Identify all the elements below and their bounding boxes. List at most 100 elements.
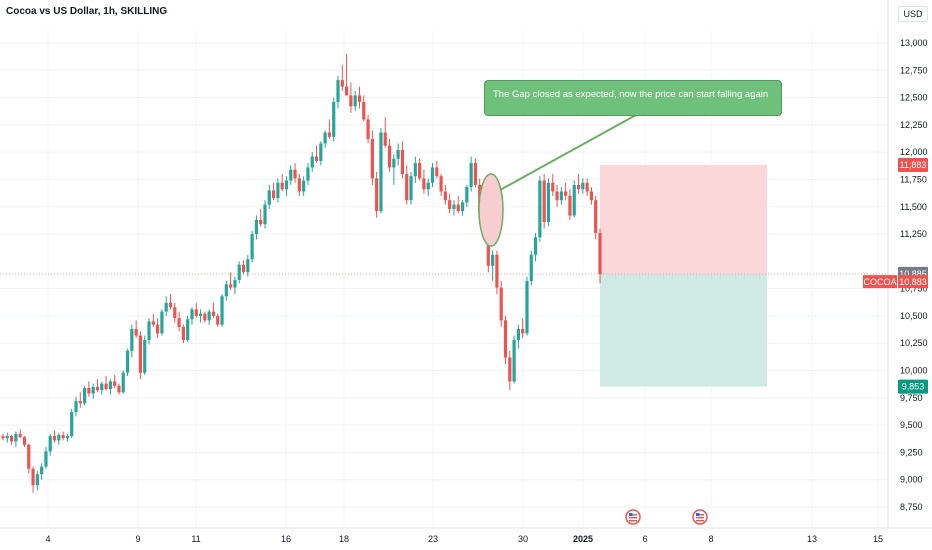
candle-body <box>280 182 284 190</box>
candle-body <box>289 169 293 181</box>
target-price-tag-bg <box>898 379 928 394</box>
candle-body <box>400 149 405 175</box>
candle-body <box>117 385 121 393</box>
candle-body <box>40 466 44 475</box>
candle-body <box>297 178 301 192</box>
candle-body <box>542 180 546 223</box>
candle-body <box>271 190 276 199</box>
candle-body <box>336 80 340 102</box>
candle-body <box>499 287 503 321</box>
candle-body <box>138 335 143 373</box>
candle-body <box>121 372 125 393</box>
candle-body <box>375 178 379 212</box>
x-tick-label: 15 <box>873 534 883 544</box>
candle-body <box>9 436 14 442</box>
flag-canton <box>629 513 633 516</box>
us-flag-icon <box>625 509 641 525</box>
candle-body <box>564 191 568 196</box>
candle-body <box>516 329 520 340</box>
y-tick-label: 12,250 <box>900 120 928 130</box>
candle-body <box>418 163 422 179</box>
symbol-tag: COCOA <box>863 277 896 287</box>
gap-ellipse-marker[interactable] <box>478 173 504 247</box>
y-tick-label: 9,000 <box>900 475 923 485</box>
y-tick-label: 10,250 <box>900 338 928 348</box>
candle-body <box>104 383 108 390</box>
x-tick-label: 13 <box>807 534 817 544</box>
y-tick-label: 9,250 <box>900 447 923 457</box>
candle-body <box>340 80 344 87</box>
candle-body <box>443 191 447 201</box>
candle-body <box>314 156 319 161</box>
annotation-callout[interactable]: The Gap closed as expected, now the pric… <box>484 80 782 116</box>
flag-stripe <box>629 514 637 516</box>
y-tick-label: 9,750 <box>900 393 923 403</box>
event-flags <box>625 509 708 525</box>
candle-body <box>568 195 572 216</box>
candle-body <box>198 313 203 316</box>
candle-body <box>125 350 130 373</box>
candle-body <box>370 139 374 179</box>
candle-body <box>594 200 598 233</box>
candle-body <box>113 381 117 386</box>
currency-button[interactable]: USD <box>898 6 928 22</box>
flag-canton <box>696 513 700 516</box>
candle-body <box>267 190 271 205</box>
candle-body <box>91 386 95 394</box>
candle-body <box>581 182 585 190</box>
flag-stripe <box>696 517 704 519</box>
candle-body <box>353 95 357 107</box>
x-axis: 4 9 11 16 18 23 30 2025 6 8 13 15 <box>45 534 883 544</box>
candle-body <box>216 315 220 325</box>
candle-body <box>44 451 48 467</box>
take-profit-zone[interactable] <box>600 274 767 387</box>
candle-body <box>57 434 61 441</box>
candle-body <box>413 163 417 177</box>
x-tick-label: 6 <box>642 534 647 544</box>
candle-body <box>576 184 581 190</box>
flag-stripe <box>696 520 704 522</box>
y-tick-label: 10,500 <box>900 311 928 321</box>
x-tick-label: 30 <box>518 534 528 544</box>
candle-body <box>151 321 155 325</box>
candle-body <box>181 326 185 340</box>
candle-body <box>551 182 555 192</box>
candle-body <box>52 436 57 441</box>
candle-body <box>207 311 211 321</box>
candle-body <box>452 204 456 209</box>
candle-body <box>5 436 9 439</box>
candle-body <box>426 182 430 190</box>
candle-body <box>1 436 5 439</box>
candle-body <box>134 329 138 336</box>
candle-body <box>572 184 576 216</box>
y-tick-label: 12,500 <box>900 93 928 103</box>
candle-body <box>409 176 413 201</box>
symbol-tag-bg <box>863 275 897 289</box>
candle-body <box>130 329 134 351</box>
candle-body <box>598 232 602 275</box>
x-tick-label: 4 <box>45 534 50 544</box>
y-tick-label: 9,500 <box>900 420 923 430</box>
candle-body <box>559 191 563 201</box>
flag-stripe <box>629 520 637 522</box>
candle-body <box>495 254 499 288</box>
stop-loss-zone[interactable] <box>600 164 767 275</box>
candle-body <box>27 444 31 469</box>
candle-body <box>383 132 387 146</box>
candle-body <box>439 176 443 192</box>
candle-body <box>164 302 168 312</box>
candle-body <box>533 237 538 255</box>
candle-body <box>448 200 452 209</box>
candle-body <box>31 468 35 486</box>
candle-body <box>521 329 525 334</box>
candle-body <box>284 180 289 190</box>
current-price-tag: 10,883 <box>899 277 927 287</box>
candle-body <box>48 436 52 452</box>
y-tick-label: 11,500 <box>900 202 927 212</box>
candle-body <box>332 101 336 137</box>
stop-price-tag-bg <box>898 157 928 172</box>
candle-body <box>160 311 164 334</box>
candle-body <box>177 318 181 327</box>
current-price-tag-bg <box>898 275 928 289</box>
